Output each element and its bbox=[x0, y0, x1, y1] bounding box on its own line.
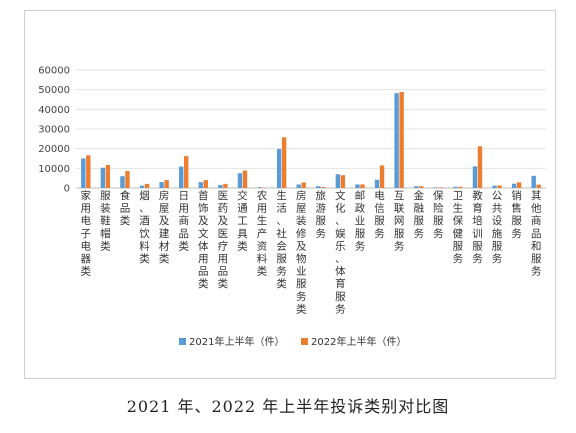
x-tick-label: 其他商品和服务 bbox=[531, 190, 542, 278]
bar-2022 bbox=[105, 164, 111, 188]
bar-2022 bbox=[321, 187, 326, 188]
x-tick-label: 医药及医疗用品类 bbox=[218, 190, 229, 290]
bar-2021 bbox=[257, 187, 262, 188]
bar-2021 bbox=[492, 185, 497, 188]
bar-2021 bbox=[335, 174, 341, 188]
bar-2022 bbox=[497, 185, 502, 188]
bar-2021 bbox=[100, 167, 106, 188]
x-tick-label: 房屋及建材类 bbox=[159, 189, 170, 265]
bar-2022 bbox=[458, 186, 463, 188]
x-tick-label: 保险服务 bbox=[433, 189, 444, 240]
bar-2022 bbox=[340, 175, 346, 188]
x-tick-label: 互联网服务 bbox=[394, 190, 405, 252]
x-tick-label: 教育培训服务 bbox=[472, 189, 483, 265]
x-tick-label: 金融服务 bbox=[413, 189, 424, 240]
x-tick-label: 农用生产资料类 bbox=[257, 189, 268, 278]
bar-2021 bbox=[237, 173, 243, 188]
x-tick-label: 文化、娱乐、体育服务 bbox=[335, 189, 346, 315]
x-tick-label: 生活、社会服务类 bbox=[276, 189, 287, 290]
bar-2022 bbox=[281, 137, 287, 188]
x-tick-label: 公共设施服务 bbox=[492, 190, 503, 265]
bar-2022 bbox=[164, 180, 169, 188]
y-tick-label: 50000 bbox=[38, 85, 70, 96]
x-tick-label: 销售服务 bbox=[511, 189, 522, 240]
legend-label-2021: 2021年上半年（件） bbox=[189, 335, 284, 348]
x-tick-label: 电信服务 bbox=[374, 189, 385, 240]
bar-2021 bbox=[120, 176, 125, 188]
bar-2022 bbox=[223, 183, 228, 188]
y-tick-label: 30000 bbox=[38, 125, 70, 136]
x-tick-label: 房屋装修及物业服务类 bbox=[296, 189, 307, 315]
y-tick-label: 40000 bbox=[38, 105, 70, 116]
bar-2022 bbox=[438, 187, 443, 188]
legend-swatch-2022 bbox=[301, 338, 308, 345]
bar-2022 bbox=[144, 183, 150, 188]
bar-2022 bbox=[536, 184, 541, 188]
bar-2021 bbox=[316, 186, 321, 188]
bar-2021 bbox=[355, 184, 360, 188]
bar-2021 bbox=[511, 183, 517, 188]
bar-2021 bbox=[531, 175, 536, 188]
bar-2021 bbox=[433, 187, 438, 188]
y-tick-label: 10000 bbox=[38, 164, 70, 175]
bar-2022 bbox=[184, 156, 189, 188]
y-tick-label: 20000 bbox=[38, 144, 70, 155]
chart-caption: 2021 年、2022 年上半年投诉类别对比图 bbox=[126, 397, 450, 416]
bar-2021 bbox=[276, 149, 282, 188]
legend-label-2022: 2022年上半年（件） bbox=[311, 335, 406, 348]
x-tick-label: 家用电子电器类 bbox=[81, 189, 92, 278]
bar-2022 bbox=[125, 171, 130, 188]
bar-2021 bbox=[179, 166, 184, 188]
bar-2021 bbox=[218, 185, 223, 188]
bar-2022 bbox=[379, 165, 385, 188]
bar-2022 bbox=[203, 180, 208, 188]
bar-2022 bbox=[86, 155, 91, 188]
x-tick-label: 烟、酒饮料类 bbox=[139, 189, 150, 265]
bar-2022 bbox=[242, 170, 248, 188]
x-tick-label: 食品类 bbox=[120, 189, 131, 227]
bar-2021 bbox=[414, 186, 419, 188]
bar-2022 bbox=[399, 92, 404, 188]
bar-2021 bbox=[159, 182, 164, 188]
y-tick-label: 60000 bbox=[38, 66, 70, 77]
y-tick-label: 0 bbox=[64, 184, 70, 195]
bar-2021 bbox=[81, 158, 86, 188]
bar-2022 bbox=[360, 184, 365, 188]
bar-2021 bbox=[198, 182, 203, 188]
bar-2021 bbox=[394, 93, 399, 188]
x-tick-label: 日用商品类 bbox=[178, 190, 189, 252]
bar-2021 bbox=[139, 185, 145, 188]
bar-2021 bbox=[374, 179, 380, 188]
x-tick-label: 首饰及文体用品类 bbox=[198, 189, 209, 290]
x-tick-label: 服装鞋帽类 bbox=[100, 190, 111, 252]
bar-2021 bbox=[453, 186, 458, 188]
bar-2021 bbox=[296, 184, 301, 188]
x-tick-label: 旅游服务 bbox=[316, 189, 327, 240]
x-tick-label: 邮政业服务 bbox=[355, 189, 366, 252]
chart-frame bbox=[24, 10, 556, 379]
bar-2022 bbox=[301, 182, 306, 188]
bar-2022 bbox=[477, 146, 483, 188]
bar-2022 bbox=[516, 182, 522, 188]
bar-2021 bbox=[472, 166, 478, 188]
x-tick-label: 交通工具类 bbox=[237, 189, 248, 252]
x-tick-label: 卫生保健服务 bbox=[453, 190, 464, 265]
bar-2022 bbox=[419, 186, 424, 188]
legend-swatch-2021 bbox=[179, 338, 186, 345]
